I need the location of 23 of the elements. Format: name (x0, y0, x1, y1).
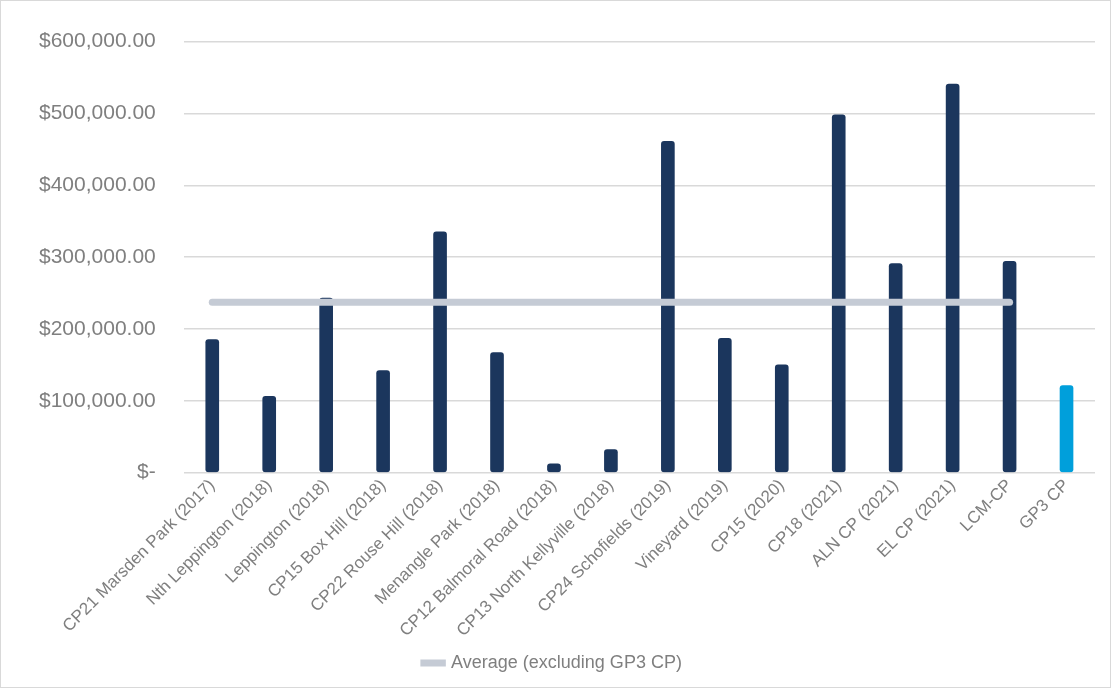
bar (490, 352, 504, 473)
y-tick-label: $400,000.00 (38, 172, 156, 196)
bar (888, 263, 903, 473)
bar (661, 141, 675, 473)
bar (831, 114, 846, 473)
bar (774, 364, 789, 473)
y-tick-label: $500,000.00 (38, 100, 156, 124)
y-tick-label: $100,000.00 (38, 387, 156, 411)
legend-label: Average (excluding GP3 CP) (451, 651, 682, 672)
bar (1002, 261, 1017, 473)
y-tick-label: $300,000.00 (38, 243, 156, 267)
bar (376, 370, 390, 473)
bar (205, 339, 220, 473)
bar (945, 83, 960, 473)
bar (319, 297, 333, 473)
bar (433, 231, 447, 473)
bar (262, 396, 277, 473)
bar (1059, 385, 1074, 473)
bar (717, 337, 732, 473)
bar (604, 449, 618, 473)
y-tick-label: $200,000.00 (38, 315, 156, 339)
y-tick-label: $- (137, 459, 156, 483)
y-tick-label: $600,000.00 (38, 28, 156, 52)
